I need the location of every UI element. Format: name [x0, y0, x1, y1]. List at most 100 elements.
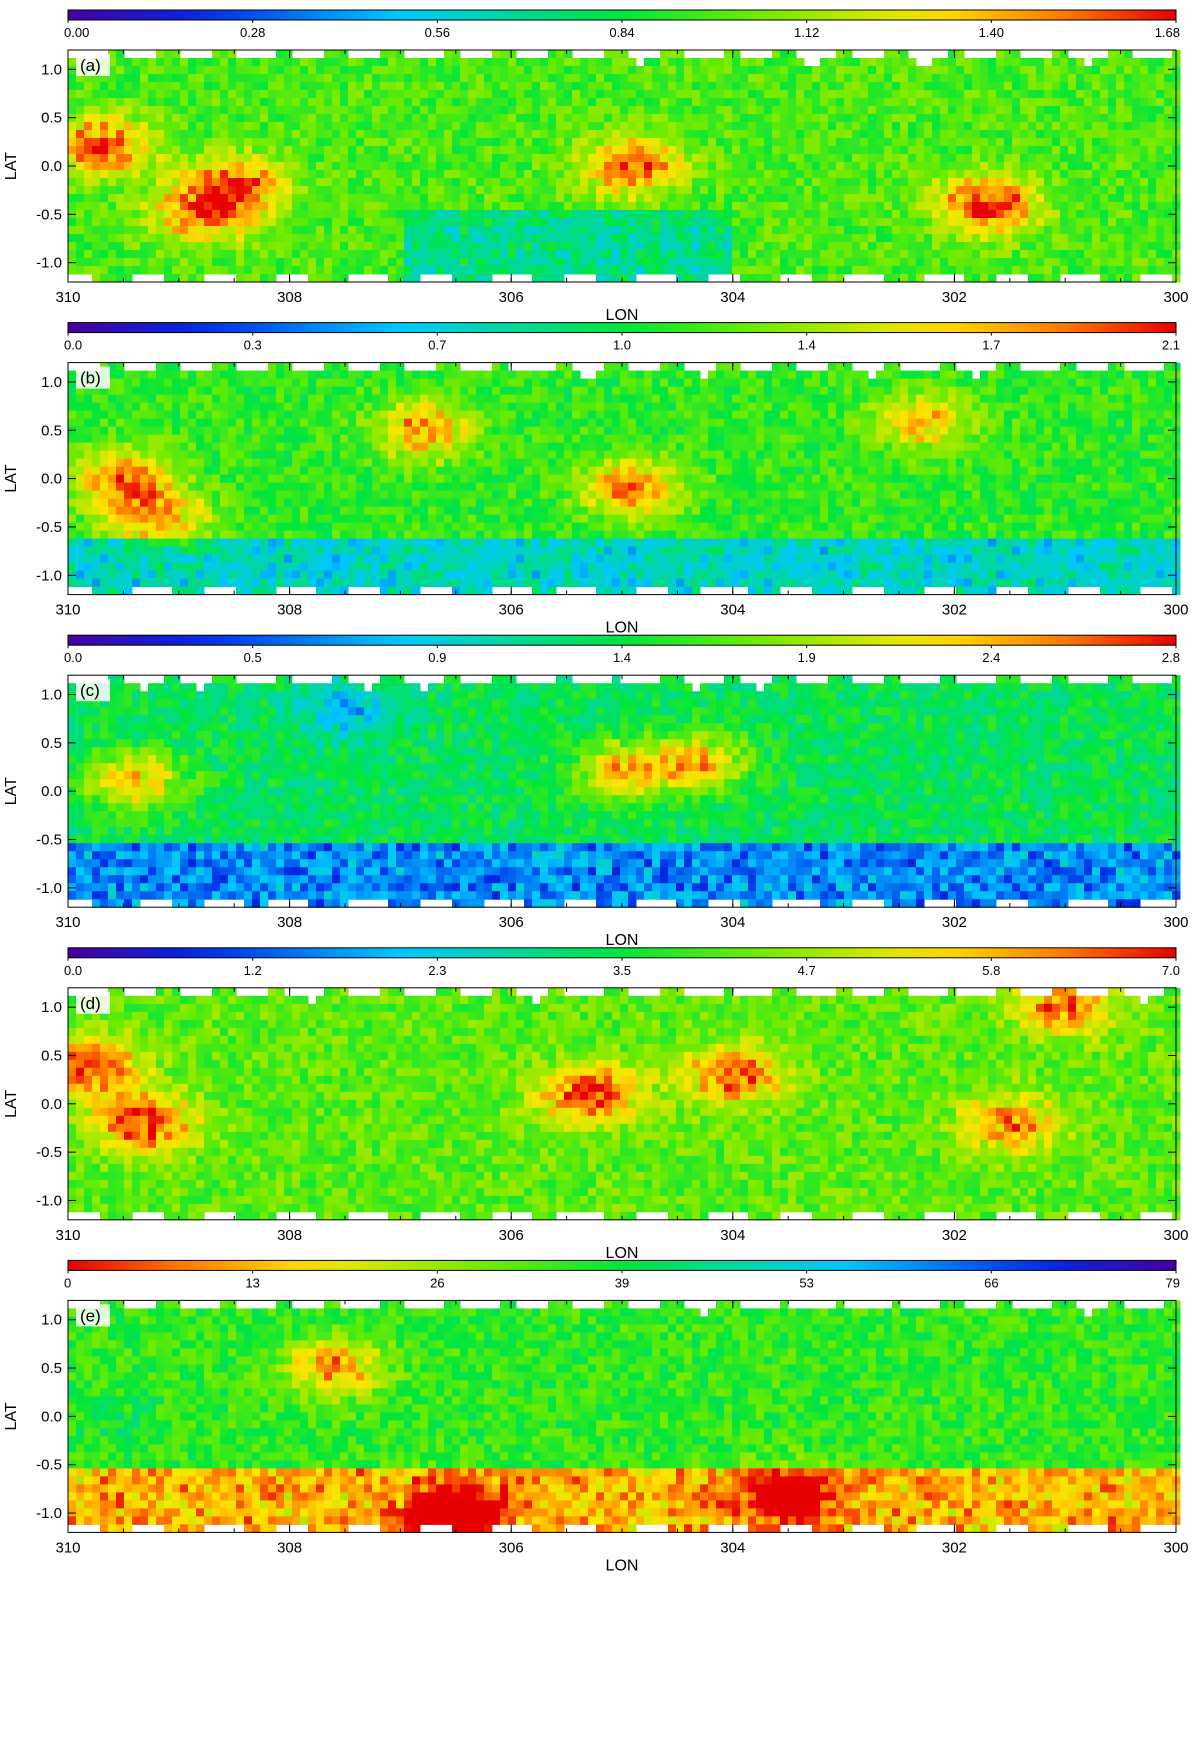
- colorbar: [68, 323, 1176, 333]
- x-axis-label: LON: [606, 1557, 639, 1574]
- panel-label: (c): [80, 681, 100, 700]
- colorbar-tick-label: 2.4: [982, 650, 1000, 665]
- panel-a: 0.00 0.28 0.56 0.84 1.12 1.40 1.681.00.50.0-0.…: [3, 10, 1189, 324]
- x-tick-label: 310: [55, 602, 80, 619]
- y-tick-label: 0.0: [41, 471, 62, 488]
- x-tick-label: 302: [942, 602, 967, 619]
- x-tick-label: 300: [1163, 1227, 1188, 1244]
- y-tick-label: 1.0: [41, 374, 62, 391]
- y-tick-label: 0.5: [41, 735, 62, 752]
- colorbar-tick-label: 0.0: [64, 650, 82, 665]
- x-tick-label: 308: [277, 1539, 302, 1556]
- colorbar-tick-label: 79: [1166, 1275, 1180, 1290]
- colorbar-tick-label: 1.4: [613, 650, 631, 665]
- colorbar-tick-label: 1.7: [982, 338, 1000, 353]
- x-axis-label: LON: [606, 1245, 639, 1262]
- y-tick-label: 1.0: [41, 1312, 62, 1329]
- colorbar: [68, 635, 1176, 645]
- panel-c: 0.0 0.5 0.9 1.4 1.9 2.4 2.81.00.50.0-0.5-1.0LA…: [3, 635, 1189, 949]
- y-tick-label: 0.5: [41, 422, 62, 439]
- colorbar-tick-label: 13: [245, 1275, 259, 1290]
- colorbar-tick-label: 0.00: [64, 25, 89, 40]
- x-tick-label: 304: [720, 1539, 745, 1556]
- colorbar-tick-label: 0.84: [609, 25, 634, 40]
- colorbar-tick-label: 0.0: [64, 338, 82, 353]
- panel-label: (b): [80, 369, 101, 388]
- colorbar-tick-label: 26: [430, 1275, 444, 1290]
- y-tick-label: 0.0: [41, 783, 62, 800]
- heatmap-cells: [68, 363, 1181, 595]
- y-axis-label: LAT: [3, 777, 20, 805]
- x-tick-label: 310: [55, 289, 80, 306]
- panel-label: (d): [80, 994, 101, 1013]
- x-tick-label: 306: [499, 1227, 524, 1244]
- x-tick-label: 306: [499, 289, 524, 306]
- colorbar-tick-label: 7.0: [1162, 963, 1180, 978]
- x-tick-label: 306: [499, 1539, 524, 1556]
- y-axis-label: LAT: [3, 1089, 20, 1117]
- colorbar-tick-label: 0: [64, 1275, 71, 1290]
- x-tick-label: 302: [942, 1539, 967, 1556]
- colorbar-tick-label: 1.2: [244, 963, 262, 978]
- colorbar-tick-label: 0.9: [428, 650, 446, 665]
- colorbar-tick-label: 1.0: [613, 338, 631, 353]
- colorbar-tick-label: 2.8: [1162, 650, 1180, 665]
- y-tick-label: 0.0: [41, 158, 62, 175]
- colorbar-tick-label: 4.7: [798, 963, 816, 978]
- colorbar-tick-label: 1.68: [1155, 25, 1180, 40]
- y-tick-label: -0.5: [36, 1144, 62, 1161]
- colorbar-tick-label: 0.7: [428, 338, 446, 353]
- x-tick-label: 310: [55, 1227, 80, 1244]
- y-tick-label: -1.0: [36, 255, 62, 272]
- y-tick-label: -1.0: [36, 1192, 62, 1209]
- colorbar-tick-label: 2.3: [428, 963, 446, 978]
- x-tick-label: 300: [1163, 602, 1188, 619]
- y-tick-label: -0.5: [36, 1457, 62, 1474]
- colorbar-tick-label: 0.0: [64, 963, 82, 978]
- heatmap-cells: [68, 50, 1181, 283]
- y-axis-label: LAT: [3, 464, 20, 492]
- y-tick-label: -0.5: [36, 206, 62, 223]
- x-tick-label: 304: [720, 602, 745, 619]
- y-tick-label: 0.5: [41, 1047, 62, 1064]
- y-tick-label: -0.5: [36, 832, 62, 849]
- colorbar-tick-label: 0.56: [425, 25, 450, 40]
- y-tick-label: 1.0: [41, 999, 62, 1016]
- colorbar-tick-label: 3.5: [613, 963, 631, 978]
- y-tick-label: 0.5: [41, 1360, 62, 1377]
- colorbar-tick-label: 2.1: [1162, 338, 1180, 353]
- x-tick-label: 308: [277, 1227, 302, 1244]
- colorbar-tick-label: 1.12: [794, 25, 819, 40]
- x-tick-label: 308: [277, 289, 302, 306]
- colorbar-tick-label: 39: [615, 1275, 629, 1290]
- y-tick-label: 0.5: [41, 110, 62, 127]
- colorbar: [68, 1260, 1176, 1270]
- x-tick-label: 310: [55, 1539, 80, 1556]
- x-tick-label: 304: [720, 1227, 745, 1244]
- y-tick-label: 1.0: [41, 687, 62, 704]
- y-tick-label: -1.0: [36, 1505, 62, 1522]
- x-tick-label: 300: [1163, 1539, 1188, 1556]
- x-tick-label: 306: [499, 602, 524, 619]
- panel-d: 0.0 1.2 2.3 3.5 4.7 5.8 7.01.00.50.0-0.5-1.0LA…: [3, 948, 1189, 1262]
- colorbar-tick-label: 0.28: [240, 25, 265, 40]
- colorbar-tick-label: 53: [799, 1275, 813, 1290]
- x-tick-label: 302: [942, 914, 967, 931]
- x-tick-label: 300: [1163, 914, 1188, 931]
- y-tick-label: -1.0: [36, 567, 62, 584]
- x-tick-label: 308: [277, 914, 302, 931]
- heatmap-cells: [68, 988, 1181, 1221]
- panel-label: (e): [80, 1306, 101, 1325]
- x-tick-label: 300: [1163, 289, 1188, 306]
- x-axis-label: LON: [606, 620, 639, 637]
- x-tick-label: 302: [942, 289, 967, 306]
- y-axis-label: LAT: [3, 152, 20, 180]
- x-tick-label: 304: [720, 914, 745, 931]
- x-tick-label: 308: [277, 602, 302, 619]
- colorbar: [68, 10, 1176, 20]
- x-tick-label: 310: [55, 914, 80, 931]
- y-tick-label: 0.0: [41, 1408, 62, 1425]
- colorbar-tick-label: 1.9: [798, 650, 816, 665]
